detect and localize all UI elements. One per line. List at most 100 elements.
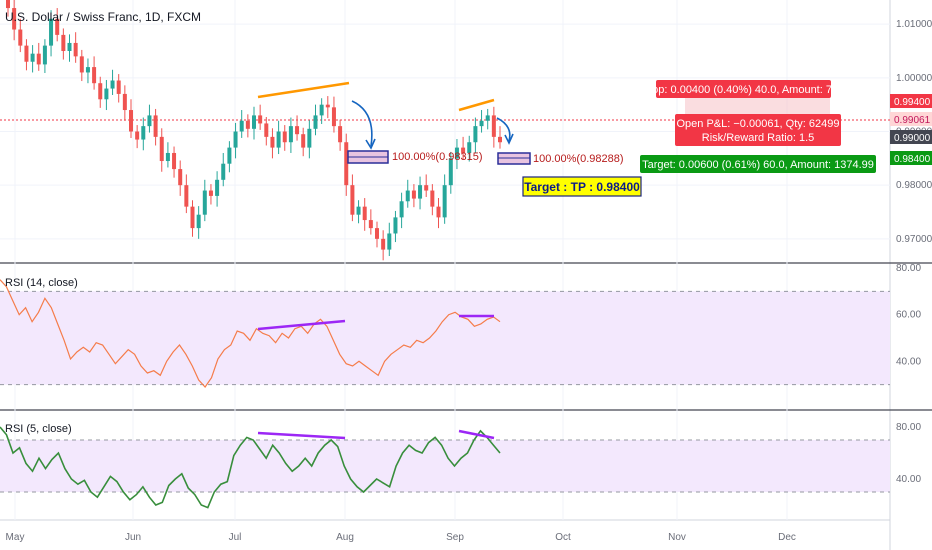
rsi5-y-tick-0: 80.00	[896, 422, 921, 433]
candle-body-3	[24, 45, 29, 62]
target-price-badge	[890, 151, 932, 165]
target-label: Target: 0.00600 (0.61%) 60.0, Amount: 13…	[642, 159, 874, 171]
stop-label: Stop: 0.00400 (0.40%) 40.0, Amount: 750	[642, 84, 844, 96]
x-tick-6: Nov	[668, 532, 686, 543]
x-tick-1: Jun	[125, 532, 141, 543]
rsi14-line	[0, 279, 501, 388]
candle-body-53	[331, 107, 336, 127]
candle-body-46	[288, 126, 293, 143]
target-price-text: 0.98400	[894, 154, 931, 165]
arrow-curve-2[interactable]	[496, 117, 511, 142]
x-tick-4: Sep	[446, 532, 464, 543]
candle-body-25	[159, 136, 164, 162]
candle-body-23	[147, 115, 152, 127]
candle-body-49	[307, 128, 312, 148]
candle-body-41	[258, 115, 263, 124]
arrow-curve-1[interactable]	[351, 100, 373, 147]
entry-price-text: 0.99000	[894, 133, 931, 144]
target-label-box[interactable]	[640, 155, 876, 173]
stop-label-box[interactable]	[656, 80, 831, 98]
rsi5-divergence-2[interactable]	[458, 429, 495, 440]
stop-price-badge	[890, 94, 932, 108]
rsi5-band-fill	[0, 440, 890, 492]
candle-body-28	[178, 169, 183, 186]
candle-body-75	[467, 142, 472, 153]
candle-body-39	[245, 120, 250, 129]
candle-body-14	[92, 67, 97, 84]
candle-body-30	[190, 206, 195, 229]
y-tick-price-3: 0.98000	[896, 180, 932, 191]
y-tick-price-0: 1.01000	[896, 19, 932, 30]
chart-title: U.S. Dollar / Swiss Franc, 1D, FXCM	[5, 10, 201, 24]
candle-body-8	[55, 18, 60, 35]
rsi5-y-tick-1: 40.00	[896, 474, 921, 485]
candle-body-52	[325, 104, 330, 108]
candle-body-64	[399, 201, 404, 218]
rr-label: Risk/Reward Ratio: 1.5	[702, 132, 815, 144]
candle-body-15	[98, 83, 103, 100]
pnl-label: Open P&L: −0.00061, Qty: 62499	[677, 118, 840, 130]
grid	[0, 0, 890, 520]
candle-body-74	[461, 147, 466, 153]
candle-body-9	[61, 34, 66, 51]
rsi14-y-tick-0: 80.00	[896, 263, 921, 274]
candle-body-19	[122, 93, 127, 111]
candle-body-54	[338, 126, 343, 143]
candle-body-43	[270, 136, 275, 148]
candle-body-20	[129, 110, 133, 132]
candle-body-1	[12, 8, 17, 30]
candle-body-18	[116, 80, 121, 94]
y-tick-price-1: 1.00000	[896, 73, 932, 84]
candle-body-31	[196, 214, 201, 229]
candle-body-71	[442, 185, 447, 218]
candle-body-56	[350, 185, 355, 215]
candle-body-42	[264, 123, 269, 137]
candle-body-24	[153, 115, 158, 137]
candle-body-21	[135, 131, 140, 140]
x-tick-0: May	[6, 532, 25, 543]
candle-body-70	[436, 206, 441, 218]
candle-body-73	[454, 147, 459, 159]
x-tick-5: Oct	[555, 532, 571, 543]
candle-body-57	[356, 206, 361, 215]
candle-body-68	[424, 185, 429, 191]
candle-body-60	[375, 228, 379, 239]
rsi14-divergence-1[interactable]	[257, 319, 346, 331]
candle-body-7	[49, 18, 54, 46]
candle-body-65	[405, 190, 410, 202]
candle-body-37	[233, 131, 238, 148]
current-price-badge	[890, 112, 932, 126]
fib-label-2: 100.00%(0.98288)	[533, 153, 624, 165]
candle-body-4	[30, 53, 35, 62]
candle-body-79	[491, 115, 496, 137]
entry-price-badge	[890, 130, 932, 144]
candle-body-72	[448, 158, 453, 186]
candle-body-47	[295, 126, 300, 135]
candle-body-59	[368, 220, 373, 229]
candle-body-61	[381, 238, 386, 250]
candle-body-67	[418, 185, 423, 199]
stop-price-text: 0.99400	[894, 97, 931, 108]
candle-body-76	[473, 126, 478, 143]
price-divergence-line-1[interactable]	[257, 81, 350, 99]
candle-body-44	[276, 131, 281, 148]
candle-body-34	[215, 179, 220, 196]
candle-body-40	[252, 115, 256, 129]
rsi14-y-tick-2: 40.00	[896, 356, 921, 367]
rsi5-divergence-1[interactable]	[257, 431, 346, 440]
candle-body-11	[73, 42, 78, 57]
candle-body-63	[393, 217, 398, 234]
rsi-bands	[0, 290, 890, 493]
candle-body-5	[36, 53, 41, 65]
candle-body-51	[319, 104, 324, 116]
target-tp-box[interactable]	[522, 176, 642, 197]
price-divergence-line-2[interactable]	[458, 98, 495, 112]
candle-body-26	[165, 152, 170, 162]
candle-body-2	[18, 29, 23, 46]
arrow-head-2	[504, 133, 514, 145]
pnl-label-box[interactable]	[675, 114, 841, 146]
candle-body-45	[282, 131, 287, 143]
rsi14-band-fill	[0, 291, 890, 385]
candle-body-36	[227, 147, 232, 164]
